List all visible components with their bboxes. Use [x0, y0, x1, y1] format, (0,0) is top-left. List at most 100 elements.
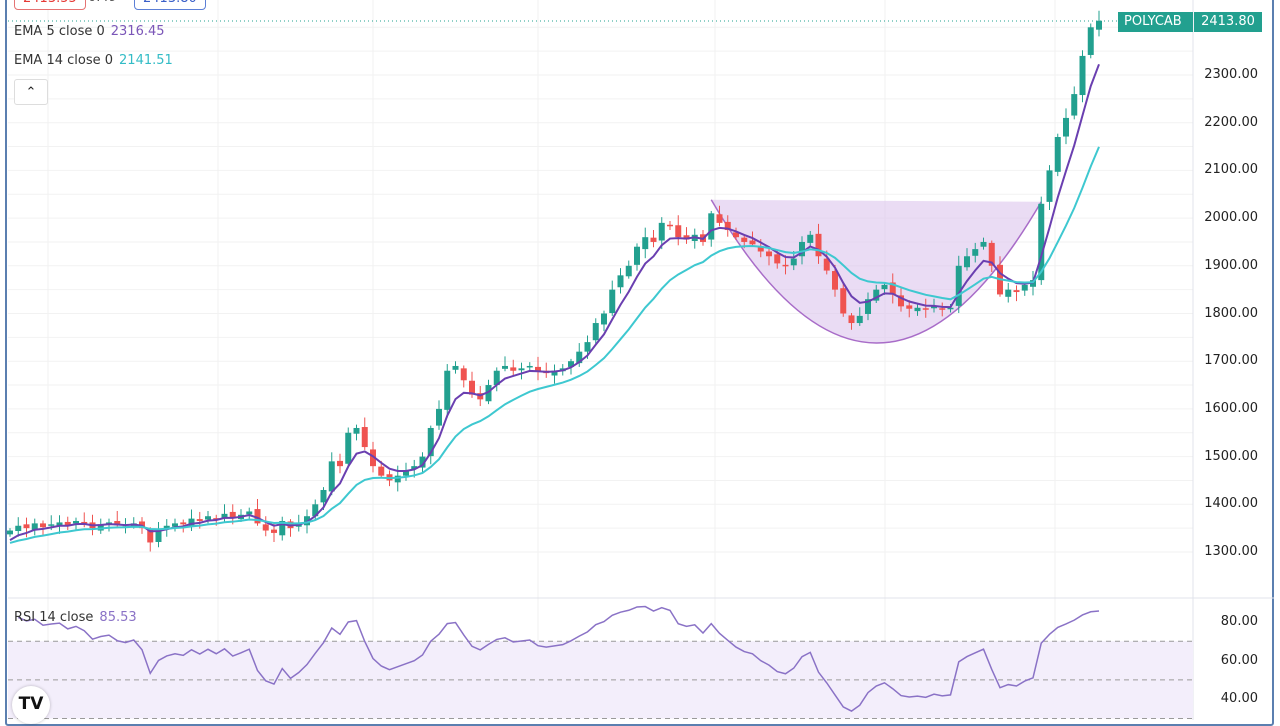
candle-up [609, 289, 616, 314]
candle-down [898, 295, 904, 307]
candle-up [411, 466, 418, 470]
candle-down [23, 524, 30, 529]
candle-up [1071, 94, 1078, 116]
candle-up [15, 525, 22, 532]
price-axis-label: 1500.00 [1204, 448, 1258, 464]
price-axis-label: 1700.00 [1204, 353, 1258, 369]
candle-up [856, 315, 863, 324]
candle-up [1038, 203, 1045, 281]
candle-down [716, 214, 723, 223]
candle-down [378, 466, 385, 476]
candle-up [931, 306, 937, 309]
symbol-tag: POLYCAB [1118, 12, 1193, 32]
candle-up [1021, 284, 1028, 291]
candle-up [353, 427, 360, 434]
candle-up [502, 365, 508, 369]
candle-down [147, 529, 154, 543]
candle-down [840, 288, 847, 314]
close-price-box: 2413.80 [134, 0, 206, 10]
candle-up [73, 520, 79, 524]
candle-up [246, 511, 253, 515]
candle-up [403, 470, 409, 476]
price-axis-label: 1600.00 [1204, 400, 1258, 416]
candle-up [320, 489, 327, 503]
candle-down [988, 242, 995, 266]
candle-down [667, 224, 673, 227]
price-axis-label: 2200.00 [1204, 114, 1258, 130]
candle-up [881, 284, 888, 290]
candle-up [279, 520, 286, 536]
candle-down [650, 237, 657, 242]
candle-down [823, 258, 830, 271]
candle-up [1005, 289, 1012, 297]
candle-up [427, 427, 434, 457]
candle-down [254, 509, 261, 524]
candle-down [196, 519, 203, 521]
collapse-legend-button[interactable]: ⌃ [14, 79, 48, 105]
candle-down [749, 240, 756, 245]
candle-up [1054, 137, 1061, 172]
candle-down [774, 254, 781, 264]
candle-up [97, 524, 104, 531]
ema5-label: EMA 5 close 0 [14, 24, 105, 39]
rsi-axis-label: 80.00 [1220, 614, 1258, 629]
candle-down [922, 308, 929, 310]
price-axis-label: 1300.00 [1204, 544, 1258, 559]
candle-down [180, 522, 187, 525]
candle-up [873, 289, 880, 301]
candle-down [40, 523, 46, 528]
candle-up [568, 361, 574, 367]
candle-up [31, 523, 38, 531]
rsi-axis-label: 60.00 [1220, 652, 1258, 668]
ema5-legend[interactable]: EMA 5 close 0 2316.45 [14, 24, 165, 39]
price-axis-label: 2100.00 [1204, 162, 1258, 178]
candle-up [617, 275, 624, 288]
candle-down [361, 427, 368, 448]
chevron-up-icon: ⌃ [25, 85, 37, 100]
ema14-legend[interactable]: EMA 14 close 0 2141.51 [14, 53, 173, 68]
candle-up [1046, 170, 1053, 202]
candle-up [658, 222, 665, 241]
candle-up [551, 370, 558, 376]
candle-down [460, 368, 467, 381]
tradingview-logo[interactable]: TV [12, 686, 50, 724]
candle-up [452, 365, 459, 370]
candle-down [262, 524, 269, 531]
cup-pattern-curve [710, 199, 1042, 344]
price-axis-label: 1400.00 [1204, 496, 1258, 512]
candle-up [221, 513, 228, 519]
candle-down [724, 221, 731, 231]
candle-down [782, 264, 789, 267]
candle-up [328, 461, 335, 492]
candle-up [1079, 55, 1086, 96]
candle-up [592, 323, 599, 341]
candle-down [939, 308, 946, 310]
candle-up [155, 530, 162, 542]
candle-up [865, 299, 871, 314]
candle-down [832, 271, 838, 290]
candle-down [114, 520, 121, 526]
price-axis-label: 2300.00 [1204, 67, 1258, 82]
candle-up [576, 351, 583, 364]
rsi-value: 85.53 [99, 610, 137, 625]
candle-down [889, 282, 896, 295]
candle-up [48, 524, 55, 526]
candle-down [535, 366, 541, 372]
candle-up [1063, 117, 1069, 137]
price-axis-label: 1900.00 [1204, 257, 1258, 273]
candle-up [708, 213, 715, 240]
candle-down [81, 521, 88, 524]
candle-down [370, 449, 376, 467]
candle-down [757, 246, 764, 252]
rsi-axis-label: 40.00 [1220, 691, 1258, 707]
candle-up [205, 516, 211, 520]
price-axis-label: 1800.00 [1204, 305, 1258, 321]
candle-up [972, 249, 979, 256]
candle-up [485, 385, 492, 402]
candle-down [510, 367, 517, 371]
candle-up [172, 523, 178, 527]
rsi-legend[interactable]: RSI 14 close 85.53 [14, 610, 137, 625]
candle-up [188, 518, 195, 527]
candle-down [815, 233, 822, 257]
